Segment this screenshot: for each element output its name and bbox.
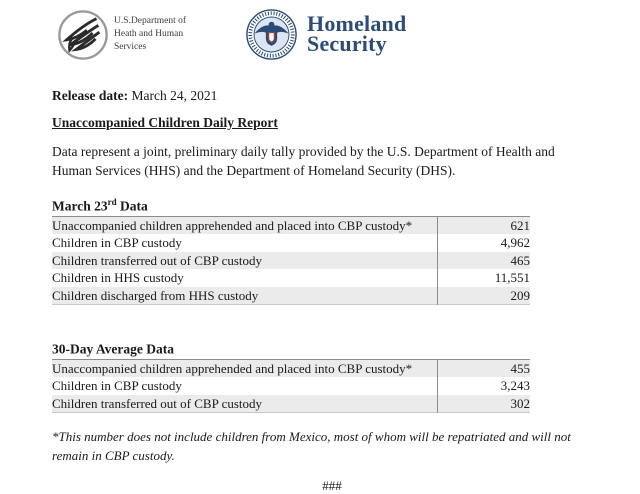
row-value: 465 <box>437 251 530 269</box>
daily-data-heading: March 23rd Data <box>52 194 592 215</box>
row-value: 209 <box>437 286 530 305</box>
release-date-label: Release date: <box>52 88 129 103</box>
row-label: Children in HHS custody <box>52 270 184 285</box>
row-label: Children transferred out of CBP custody <box>52 252 263 268</box>
row-value: 455 <box>437 359 530 377</box>
intro-paragraph: Data represent a joint, preliminary dail… <box>52 144 555 178</box>
row-value: 4,962 <box>437 234 530 252</box>
row-label: Children discharged from HHS custody <box>52 287 259 303</box>
table-row: Unaccompanied children apprehended and p… <box>52 359 530 377</box>
table-row: Children in CBP custody 3,243 <box>52 377 530 395</box>
dhs-wordmark-line2: Security <box>307 31 387 56</box>
footnote: *This number does not include children f… <box>52 429 571 463</box>
dhs-seal-icon <box>246 9 297 60</box>
row-label: Children in CBP custody <box>52 378 182 393</box>
page-title: Unaccompanied Children Daily Report <box>52 115 278 130</box>
end-mark: ### <box>322 478 342 493</box>
row-label: Children transferred out of CBP custody <box>52 395 263 411</box>
dhs-wordmark: Homeland Security <box>307 11 407 56</box>
dhs-logo: Homeland Security <box>246 9 406 60</box>
row-label: Unaccompanied children apprehended and p… <box>52 217 413 233</box>
row-value: 11,551 <box>437 269 530 287</box>
table-row: Children transferred out of CBP custody 4… <box>52 251 530 269</box>
table-row: Children discharged from HHS custody 209 <box>52 286 530 305</box>
heading-suffix: Data <box>116 198 148 214</box>
daily-data-table: Unaccompanied children apprehended and p… <box>52 215 530 305</box>
average-data-table: Unaccompanied children apprehended and p… <box>52 358 530 413</box>
daily-data-section: March 23rd Data Unaccompanied children a… <box>52 194 592 305</box>
table-row: Children transferred out of CBP custody 3… <box>52 394 530 413</box>
average-data-heading: 30-Day Average Data <box>52 337 592 358</box>
row-label: Unaccompanied children apprehended and p… <box>52 360 413 376</box>
row-label: Children in CBP custody <box>52 235 182 250</box>
heading-text: March 23 <box>52 198 108 214</box>
row-value: 302 <box>437 394 530 413</box>
table-row: Children in HHS custody 11,551 <box>52 269 530 287</box>
header: U.S.Department of Heath and Human Servic… <box>0 0 640 61</box>
release-date-value: March 24, 2021 <box>128 88 218 103</box>
hhs-eagle-icon <box>57 9 109 61</box>
heading-superscript: rd <box>107 197 117 207</box>
release-date: Release date: March 24, 2021 <box>52 87 592 104</box>
hhs-logo: U.S.Department of Heath and Human Servic… <box>57 9 186 61</box>
row-value: 3,243 <box>437 377 530 395</box>
average-data-section: 30-Day Average Data Unaccompanied childr… <box>52 337 592 413</box>
document-body: Release date: March 24, 2021 Unaccompani… <box>0 87 640 494</box>
dhs-wordmark-line1: Homeland <box>307 11 407 36</box>
heading-text: 30-Day Average Data <box>52 341 174 357</box>
table-row: Unaccompanied children apprehended and p… <box>52 216 530 234</box>
table-row: Children in CBP custody 4,962 <box>52 234 530 252</box>
row-value: 621 <box>437 216 530 234</box>
hhs-logo-text: U.S.Department of Heath and Human Servic… <box>114 16 187 52</box>
